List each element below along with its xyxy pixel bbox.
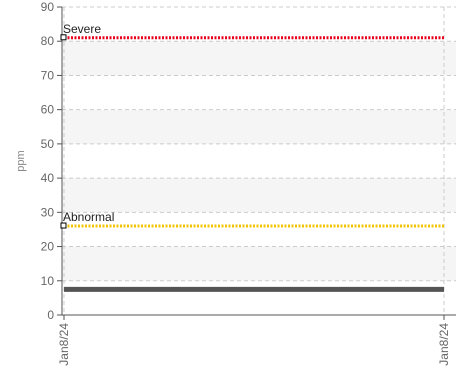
background-band (62, 41, 456, 76)
background-band (62, 246, 456, 281)
y-tick-label: 20 (41, 240, 55, 254)
y-tick-label: 50 (41, 137, 55, 151)
threshold-label: Abnormal (63, 210, 114, 224)
y-tick-label: 30 (41, 205, 55, 219)
threshold-lines: Severe Abnormal (60, 22, 444, 229)
threshold-label: Severe (63, 22, 101, 36)
grid-lines (62, 6, 456, 315)
y-tick-label: 80 (41, 34, 55, 48)
axes (61, 7, 456, 316)
y-tick-label: 40 (41, 171, 55, 185)
y-axis-title: ppm (15, 150, 27, 171)
x-axis-ticks: Jan8/24 Jan8/24 (57, 315, 451, 366)
y-tick-label: 90 (41, 0, 55, 14)
threshold-marker (60, 222, 67, 229)
y-tick-label: 10 (41, 274, 55, 288)
y-tick-label: 0 (47, 308, 54, 322)
background-band (62, 178, 456, 213)
x-tick-label: Jan8/24 (57, 323, 71, 366)
y-axis-ticks: 0 10 20 30 40 50 60 70 80 90 (41, 0, 62, 322)
x-tick-label: Jan8/24 (437, 323, 451, 366)
y-tick-label: 70 (41, 68, 55, 82)
plot-background-bands (62, 41, 456, 281)
background-band (62, 109, 456, 144)
threshold-marker (60, 34, 67, 41)
y-tick-label: 60 (41, 103, 55, 117)
